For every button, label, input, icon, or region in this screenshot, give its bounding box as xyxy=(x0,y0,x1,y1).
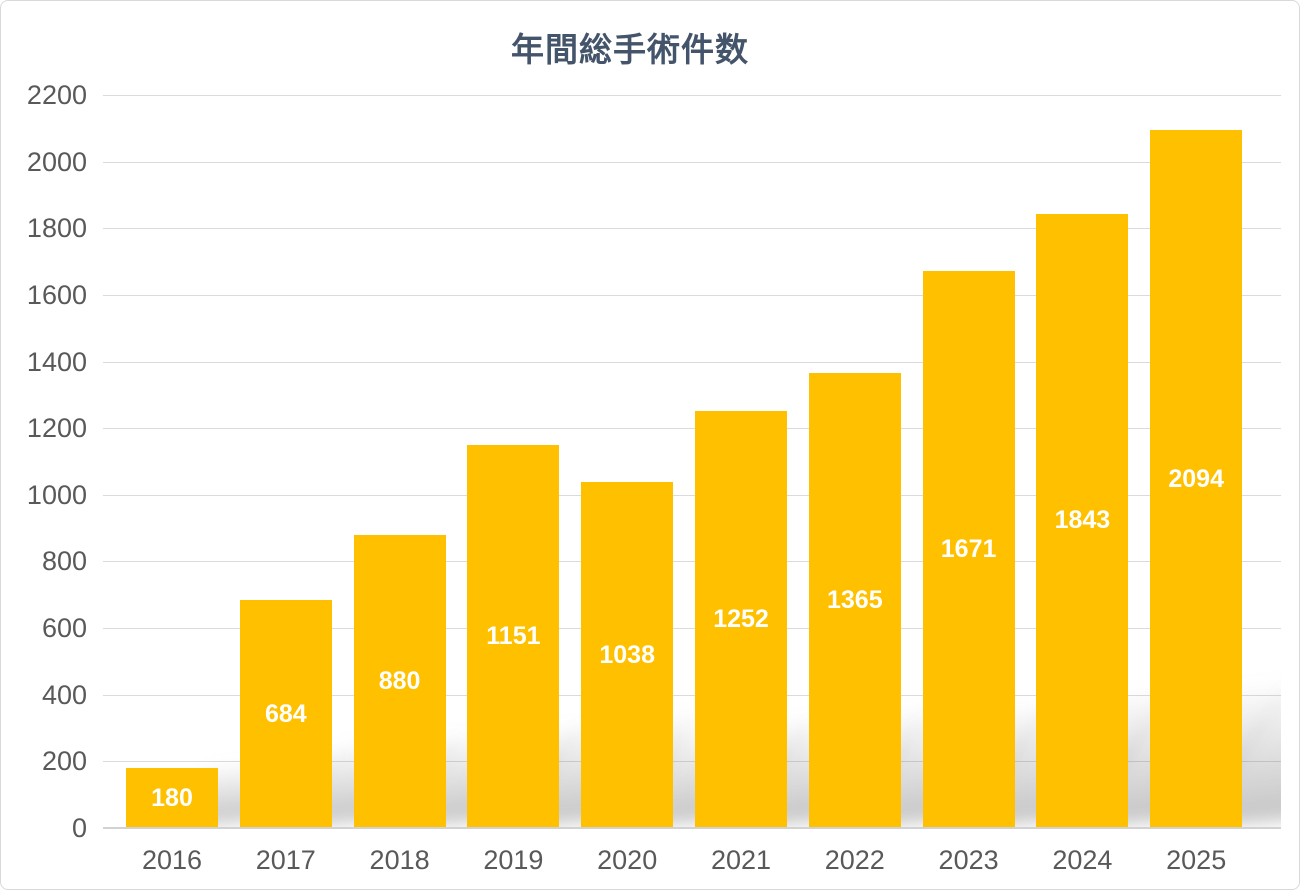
bar-value-label-2020: 1038 xyxy=(599,640,655,669)
bar-2016: 180 xyxy=(126,768,218,828)
y-axis-tick-label-600: 600 xyxy=(41,613,87,644)
y-axis-tick-label-2000: 2000 xyxy=(26,146,87,177)
x-axis-category-label-2020: 2020 xyxy=(597,845,658,875)
y-axis-tick-label-800: 800 xyxy=(41,546,87,577)
bar-value-label-2019: 1151 xyxy=(486,621,541,650)
bar-2019: 1151 xyxy=(467,444,560,828)
bar-2022: 1365 xyxy=(808,373,901,828)
x-axis-category-label-2019: 2019 xyxy=(483,845,544,875)
y-axis-tick-label-1200: 1200 xyxy=(26,413,87,444)
bar-2024: 1843 xyxy=(1036,213,1129,828)
bar-2023: 1671 xyxy=(922,271,1015,828)
chart-title: 年間総手術件数 xyxy=(511,31,749,68)
gridline-1200 xyxy=(103,428,1281,430)
x-axis-category-label-2021: 2021 xyxy=(710,845,772,875)
gridline-800 xyxy=(103,561,1281,563)
y-axis-tick-label-200: 200 xyxy=(41,746,87,777)
gridline-1400 xyxy=(103,361,1281,363)
x-axis-category-label-2017: 2017 xyxy=(255,845,316,875)
bar-2020: 1038 xyxy=(581,482,674,828)
gridline-2000 xyxy=(103,161,1281,163)
bar-value-label-2017: 684 xyxy=(264,699,307,728)
bar-value-label-2016: 180 xyxy=(151,783,193,812)
y-axis-tick-label-1800: 1800 xyxy=(26,213,87,244)
y-axis-tick-label-1600: 1600 xyxy=(26,279,87,310)
gridline-1800 xyxy=(103,228,1281,230)
y-axis-tick-label-1000: 1000 xyxy=(26,479,87,510)
y-axis-tick-label-0: 0 xyxy=(71,813,87,843)
gridline-600 xyxy=(103,628,1281,630)
x-axis-category-label-2022: 2022 xyxy=(824,845,885,875)
gridline-200 xyxy=(103,761,1281,763)
x-axis-category-label-2025: 2025 xyxy=(1166,845,1227,875)
gridline-1000 xyxy=(103,494,1281,496)
bar-value-label-2025: 2094 xyxy=(1168,464,1224,493)
bar-2018: 880 xyxy=(353,534,446,828)
bar-2025: 2094 xyxy=(1150,130,1243,828)
y-axis-tick-label-2200: 2200 xyxy=(26,80,87,110)
x-axis-category-label-2024: 2024 xyxy=(1052,845,1113,875)
x-axis-category-label-2023: 2023 xyxy=(938,845,999,875)
gridline-2200 xyxy=(103,95,1281,96)
x-axis-line xyxy=(103,827,1281,829)
bar-value-label-2024: 1843 xyxy=(1054,506,1111,535)
y-axis-tick-label-1400: 1400 xyxy=(26,346,87,377)
y-axis-tick-label-400: 400 xyxy=(41,679,87,710)
x-axis-category-label-2018: 2018 xyxy=(369,845,430,875)
bar-value-label-2023: 1671 xyxy=(940,535,997,564)
gridline-1600 xyxy=(103,294,1281,296)
bar-2017: 684 xyxy=(239,600,332,828)
x-axis-category-label-2016: 2016 xyxy=(141,845,203,875)
bar-2021: 1252 xyxy=(695,410,787,828)
bar-value-label-2018: 880 xyxy=(378,666,421,695)
gridline-400 xyxy=(103,694,1281,696)
bar-value-label-2022: 1365 xyxy=(826,586,883,615)
plot-area: 180 684 880 1151 1038 1252 1365 1671 1843 2094 xyxy=(103,95,1281,828)
bar-value-label-2021: 1252 xyxy=(713,604,769,633)
